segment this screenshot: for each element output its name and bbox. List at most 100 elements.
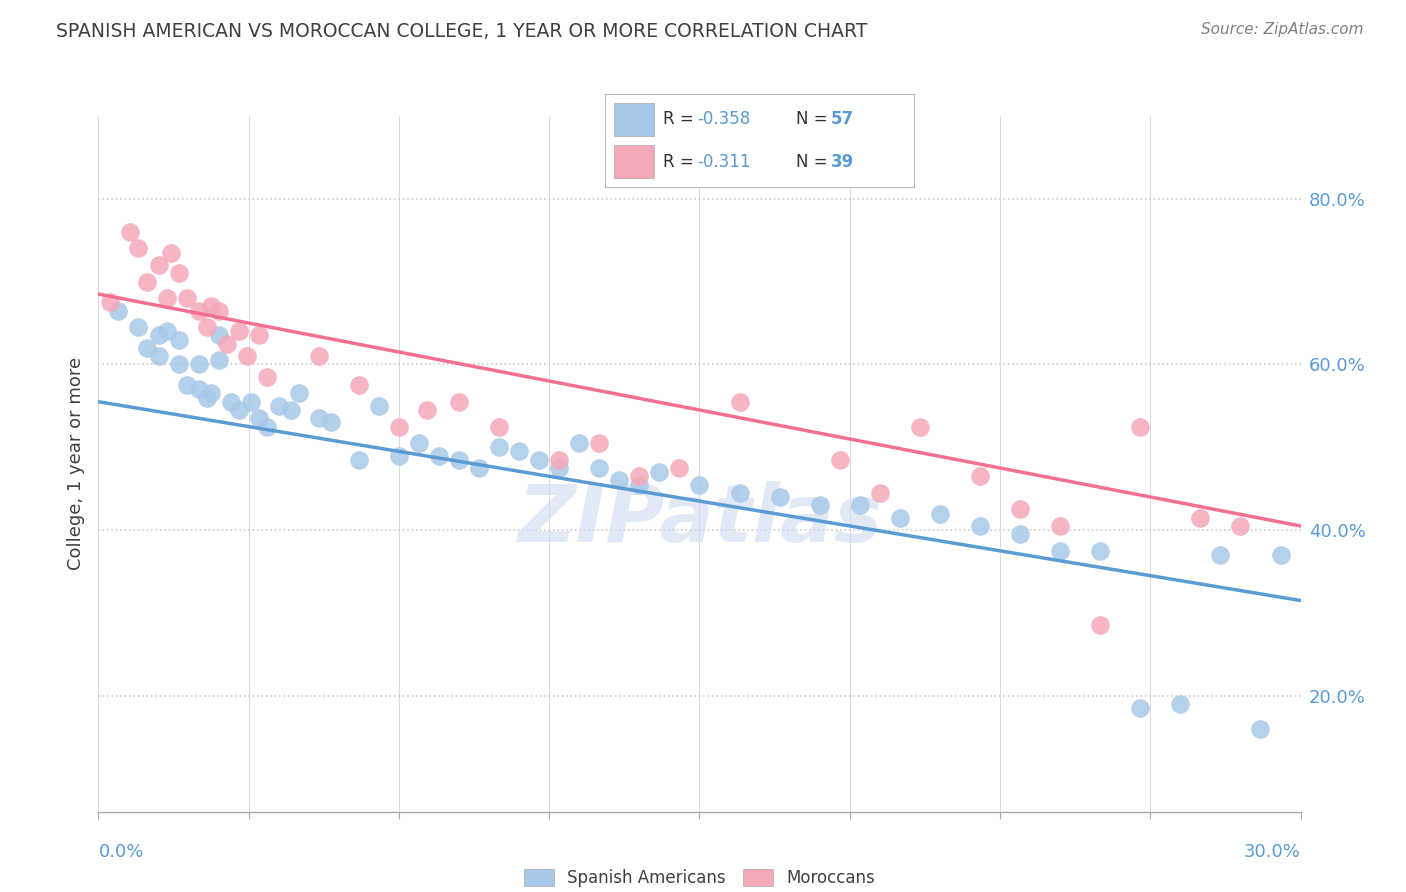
Point	[247, 328, 270, 343]
Point	[167, 333, 190, 347]
Point	[219, 394, 242, 409]
Point	[488, 419, 510, 434]
Point	[728, 394, 751, 409]
Point	[128, 242, 150, 256]
Point	[688, 477, 710, 491]
Text: SPANISH AMERICAN VS MOROCCAN COLLEGE, 1 YEAR OR MORE CORRELATION CHART: SPANISH AMERICAN VS MOROCCAN COLLEGE, 1 …	[56, 22, 868, 41]
Point	[488, 440, 510, 454]
Point	[1010, 527, 1032, 541]
Point	[239, 394, 262, 409]
Point	[447, 452, 470, 467]
Point	[628, 469, 651, 483]
Point	[869, 485, 891, 500]
Point	[235, 349, 257, 363]
Point	[347, 452, 370, 467]
Point	[228, 403, 250, 417]
Point	[200, 386, 222, 401]
Point	[1049, 519, 1071, 533]
Point	[1010, 502, 1032, 516]
Text: N =: N =	[796, 111, 834, 128]
Point	[167, 358, 190, 372]
Text: R =: R =	[664, 153, 699, 170]
Text: -0.358: -0.358	[697, 111, 751, 128]
Point	[247, 411, 270, 425]
Point	[195, 391, 218, 405]
Text: 0.0%: 0.0%	[98, 843, 143, 861]
Text: ZIPatlas: ZIPatlas	[517, 481, 882, 558]
Point	[280, 403, 302, 417]
Point	[228, 324, 250, 338]
Point	[167, 266, 190, 280]
Point	[529, 452, 551, 467]
Point	[107, 303, 129, 318]
Point	[1088, 543, 1111, 558]
Text: 39: 39	[831, 153, 853, 170]
Point	[155, 324, 177, 338]
Point	[648, 465, 671, 479]
Point	[176, 378, 198, 392]
Point	[187, 303, 209, 318]
Point	[215, 336, 238, 351]
Point	[427, 449, 450, 463]
Point	[1229, 519, 1251, 533]
Point	[187, 382, 209, 396]
Point	[929, 507, 952, 521]
Legend: Spanish Americans, Moroccans: Spanish Americans, Moroccans	[517, 863, 882, 892]
Point	[969, 519, 991, 533]
Point	[148, 349, 170, 363]
Point	[319, 416, 342, 430]
Point	[1189, 510, 1212, 524]
Point	[588, 461, 610, 475]
Point	[548, 452, 571, 467]
Point	[135, 275, 157, 289]
Point	[308, 411, 330, 425]
Point	[1270, 548, 1292, 562]
Point	[128, 320, 150, 334]
Point	[628, 477, 651, 491]
Point	[609, 474, 631, 488]
Text: Source: ZipAtlas.com: Source: ZipAtlas.com	[1201, 22, 1364, 37]
Point	[120, 225, 142, 239]
Point	[267, 399, 290, 413]
Point	[256, 419, 278, 434]
Point	[849, 498, 872, 512]
Point	[368, 399, 391, 413]
Point	[187, 358, 209, 372]
Point	[308, 349, 330, 363]
Point	[828, 452, 851, 467]
Point	[208, 328, 231, 343]
Point	[208, 353, 231, 368]
Point	[447, 394, 470, 409]
Point	[176, 291, 198, 305]
Point	[148, 258, 170, 272]
Text: 30.0%: 30.0%	[1244, 843, 1301, 861]
Point	[969, 469, 991, 483]
Point	[1129, 701, 1152, 715]
Point	[388, 419, 411, 434]
Point	[908, 419, 931, 434]
Point	[416, 403, 439, 417]
Point	[408, 436, 430, 450]
Point	[256, 370, 278, 384]
Point	[1129, 419, 1152, 434]
Point	[588, 436, 610, 450]
Point	[347, 378, 370, 392]
Point	[159, 245, 181, 260]
Point	[468, 461, 491, 475]
Point	[1250, 722, 1272, 736]
Point	[508, 444, 530, 458]
Y-axis label: College, 1 year or more: College, 1 year or more	[66, 358, 84, 570]
Text: -0.311: -0.311	[697, 153, 751, 170]
Point	[155, 291, 177, 305]
Point	[548, 461, 571, 475]
Text: 57: 57	[831, 111, 853, 128]
Bar	[614, 145, 654, 178]
Point	[568, 436, 591, 450]
Point	[288, 386, 311, 401]
Point	[200, 300, 222, 314]
Point	[728, 485, 751, 500]
Point	[135, 341, 157, 355]
Point	[1209, 548, 1232, 562]
Point	[889, 510, 911, 524]
Point	[768, 490, 790, 504]
